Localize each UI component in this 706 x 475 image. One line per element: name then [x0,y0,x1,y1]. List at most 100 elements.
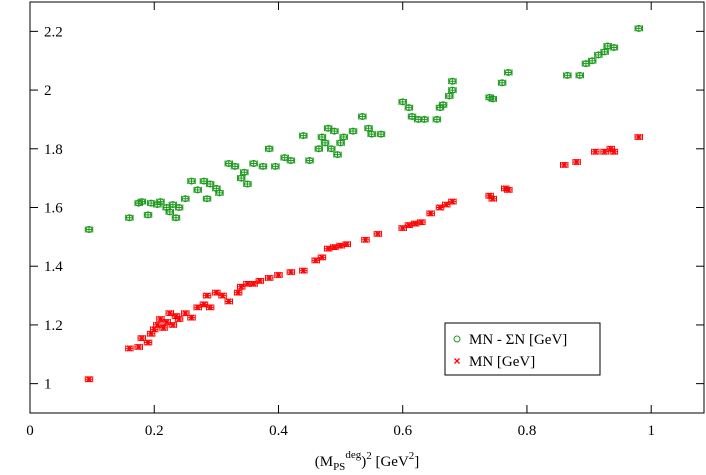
marker [325,245,332,252]
legend-box [444,322,601,376]
marker [215,189,223,197]
x-error-bar [367,131,376,138]
data-point [168,321,178,328]
marker [319,254,325,261]
marker [604,42,612,50]
marker [427,210,434,217]
marker [176,316,183,323]
data-point [398,98,407,106]
marker [610,44,618,52]
data-point [199,301,209,308]
marker [287,269,294,276]
y-tick-label: 2.2 [44,24,63,40]
marker [238,283,245,290]
data-point [236,283,246,290]
y-tick-label: 2 [44,83,52,99]
x-error-bar [575,72,584,79]
marker [135,343,142,350]
data-point [218,292,227,299]
x-axis-label-part: [GeV [372,454,409,470]
marker [200,177,208,185]
data-point [438,101,448,109]
marker [588,57,596,65]
marker [358,112,366,120]
data-point [575,71,584,79]
marker [244,280,251,287]
marker [265,145,273,153]
data-point [342,241,352,248]
marker [194,186,202,194]
data-point [317,254,327,261]
data-point [634,134,644,141]
marker [235,289,242,296]
marker [175,204,183,211]
data-point [417,219,426,226]
marker [433,115,441,123]
x-error-bar [171,214,181,221]
marker [86,376,92,383]
marker [243,180,251,188]
marker [405,104,413,112]
marker [505,186,512,193]
x-error-bar [286,157,296,164]
x-axis-label: (MPSdeg)2 [GeV2] [315,449,420,473]
x-axis-label-part: PS [333,461,345,473]
x-tick-label: 0.8 [518,423,537,439]
x-error-bar [202,195,212,202]
marker [449,198,456,205]
data-point [159,324,168,331]
data-point [305,157,314,165]
data-point [202,195,212,203]
data-point [330,127,339,135]
marker [231,162,239,170]
marker [333,151,341,159]
data-point [361,236,370,243]
data-point [181,195,190,203]
x-error-bar [187,178,196,185]
x-error-bar [563,72,572,79]
data-point [364,124,373,132]
data-point [143,211,153,219]
data-point [274,272,283,279]
marker [259,162,267,170]
x-tick-label: 0.4 [269,423,288,439]
marker [601,148,608,155]
data-point [320,139,330,147]
x-axis-label-part: 2 [366,450,372,462]
data-point [333,151,342,159]
data-point [504,186,513,193]
x-tick-label: 0 [26,423,34,439]
marker [219,292,226,299]
data-point [271,162,280,170]
marker [498,79,506,87]
marker [635,24,643,32]
legend-label: MN - ΣN [GeV] [469,332,567,348]
x-error-bar [236,175,246,182]
marker [399,225,406,232]
data-point [339,133,348,141]
data-point [373,230,383,237]
data-point [286,269,296,276]
marker [337,139,345,147]
data-point [504,68,513,76]
x-error-bar [143,211,153,218]
x-error-bar [398,98,407,105]
marker [582,60,590,68]
data-point [181,310,190,317]
marker [635,134,642,141]
legend-label: MN [GeV] [469,354,535,370]
x-axis-label-part: ) [361,454,366,470]
x-error-bar [339,134,348,141]
x-error-bar [165,208,174,215]
marker [154,321,161,328]
data-point [165,310,174,317]
data-point [224,298,234,305]
marker [138,198,146,206]
x-error-bar [243,181,252,188]
data-point [448,77,457,85]
marker [169,321,176,328]
x-error-bar [404,104,414,111]
data-point [420,115,429,123]
marker [138,335,145,342]
x-error-bar [264,145,274,152]
